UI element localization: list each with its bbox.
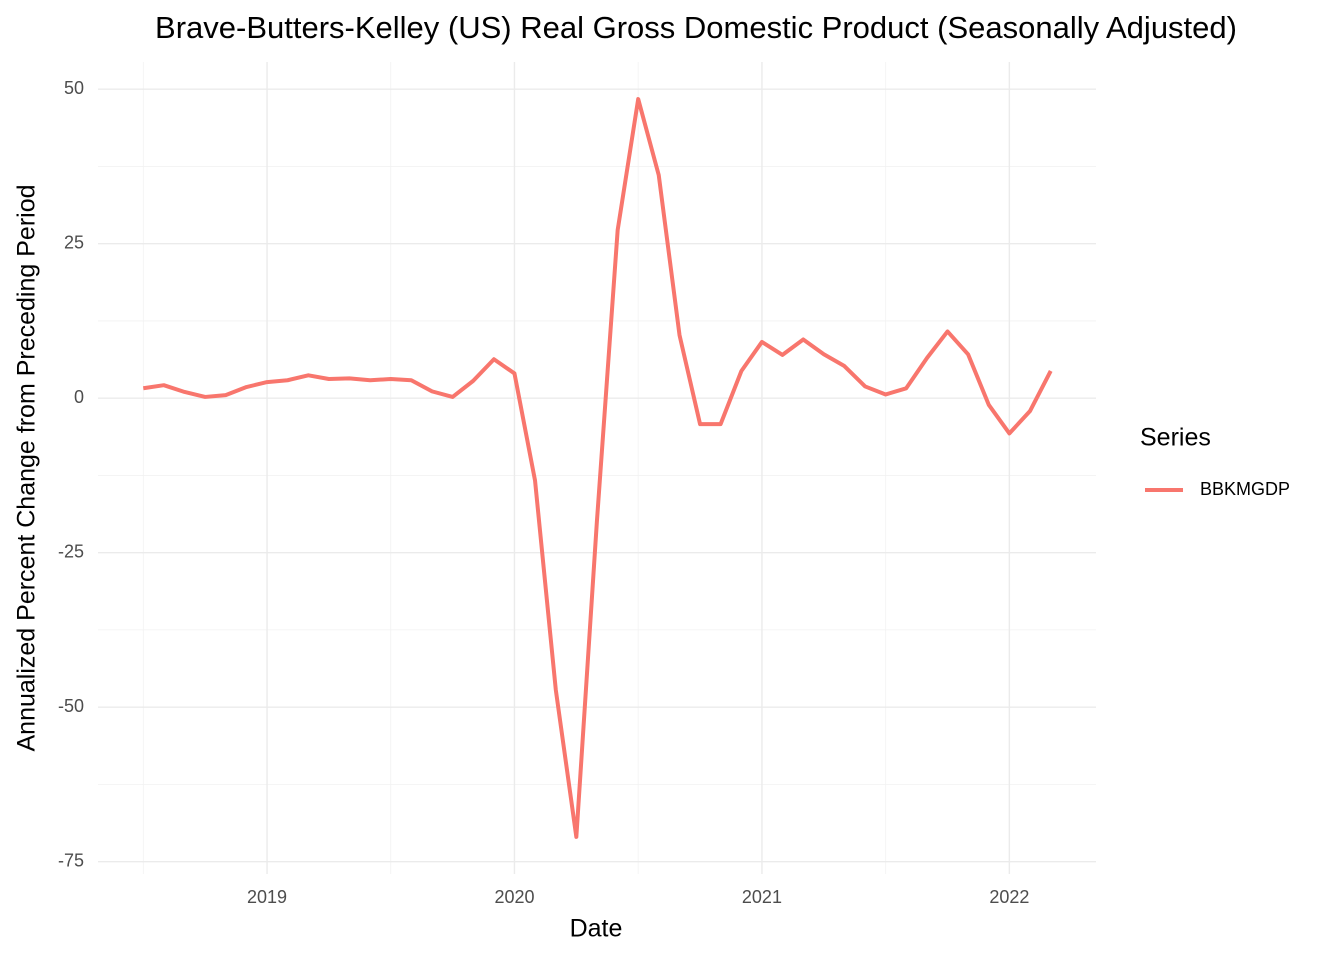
x-tick-label: 2021	[742, 887, 782, 907]
y-tick-label: 50	[64, 78, 84, 98]
x-tick-label: 2020	[494, 887, 534, 907]
y-tick-label: -75	[58, 850, 84, 870]
data-line	[142, 97, 1053, 839]
x-tick-label: 2019	[247, 887, 287, 907]
x-tick-label: 2022	[989, 887, 1029, 907]
y-tick-label: 0	[74, 387, 84, 407]
y-tick-label: 25	[64, 232, 84, 252]
legend-title: Series	[1140, 424, 1211, 452]
legend-label: BBKMGDP	[1200, 479, 1290, 499]
y-tick-label: -25	[58, 541, 84, 561]
chart-title: Brave-Butters-Kelley (US) Real Gross Dom…	[155, 10, 1237, 45]
x-axis-label: Date	[570, 915, 623, 943]
y-tick-label: -50	[58, 696, 84, 716]
y-axis-label: Annualized Percent Change from Preceding…	[13, 184, 41, 751]
